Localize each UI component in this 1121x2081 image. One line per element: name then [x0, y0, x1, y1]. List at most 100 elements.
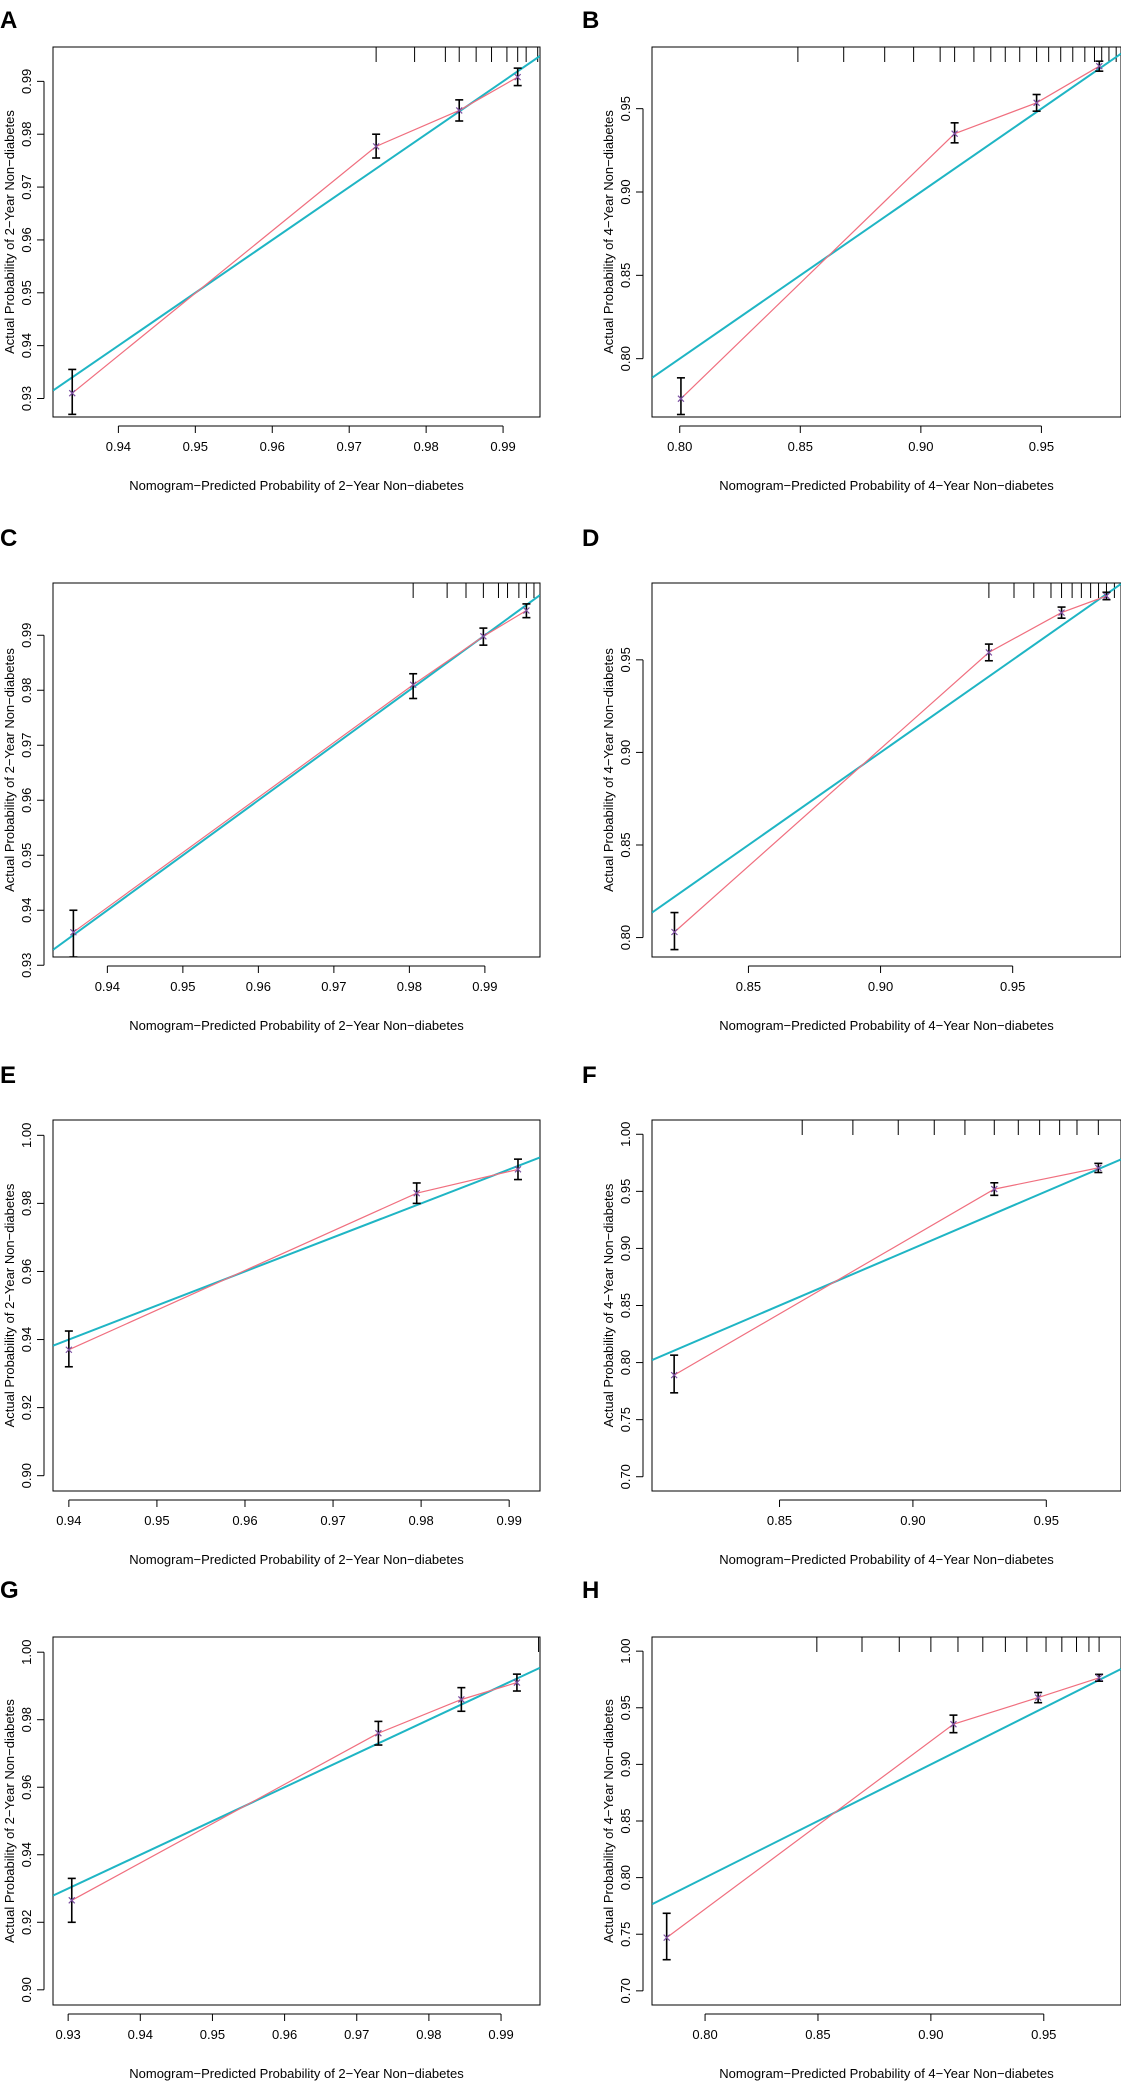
rug-ticks — [797, 47, 1117, 62]
y-tick-label: 1.00 — [19, 1640, 34, 1665]
data-point — [69, 928, 77, 936]
x-tick-label: 0.95 — [200, 2027, 225, 2042]
point-marker-stroke — [522, 607, 530, 614]
plot-content — [652, 52, 1121, 416]
data-point — [513, 1679, 521, 1687]
x-tick-label: 0.99 — [497, 1513, 522, 1528]
x-axis: 0.93 0.94 0.95 0.96 0.97 0.98 0.99 Nomogram−Pre… — [55, 2013, 514, 2081]
ideal-calibration-line — [53, 1666, 540, 1897]
x-tick-label: 0.95 — [1029, 439, 1054, 454]
data-point — [457, 1696, 465, 1703]
x-tick-label: 0.95 — [1034, 1513, 1059, 1528]
y-tick-label: 0.95 — [618, 1695, 633, 1720]
plot-frame — [52, 46, 541, 418]
point-marker-stroke — [677, 395, 685, 403]
x-tick-label: 0.99 — [490, 439, 515, 454]
y-tick-label: 0.85 — [618, 1293, 633, 1318]
y-tick-label: 0.93 — [19, 953, 34, 978]
calibration-panel-b: B 0.80 0.85 0.90 0.95 Nomogram−Predicted Prob… — [582, 7, 1121, 493]
y-tick-label: 0.92 — [19, 1910, 34, 1935]
y-tick-label: 0.96 — [19, 227, 34, 252]
y-tick-label: 0.80 — [618, 925, 633, 950]
x-axis: 0.85 0.90 0.95 Nomogram−Predicted Probabili… — [719, 965, 1054, 1033]
point-marker-stroke — [69, 928, 77, 936]
observed-calibration-line — [673, 1167, 1099, 1376]
data-point — [522, 607, 530, 614]
y-tick-label: 0.95 — [618, 1179, 633, 1204]
y-axis-title: Actual Probability of 4−Year Non−diabete… — [601, 1183, 616, 1427]
data-point — [455, 107, 463, 114]
x-axis-title: Nomogram−Predicted Probability of 2−Year… — [129, 478, 464, 493]
point-marker-stroke — [68, 1896, 76, 1904]
x-tick-label: 0.90 — [918, 2027, 943, 2042]
point-marker-stroke — [65, 1346, 73, 1354]
error-bar — [409, 672, 418, 700]
point-marker-stroke — [1095, 1674, 1103, 1682]
data-point — [68, 1896, 76, 1904]
error-bar — [64, 1330, 73, 1368]
ideal-calibration-line — [652, 1158, 1121, 1361]
x-tick-label: 0.94 — [56, 1513, 81, 1528]
panel-letter: E — [0, 1062, 16, 1089]
error-bar — [670, 911, 679, 951]
plot-content — [652, 1668, 1121, 1961]
point-marker-stroke — [413, 1189, 421, 1197]
data-point — [677, 395, 685, 403]
y-tick-label: 0.97 — [19, 174, 34, 199]
data-point — [1095, 1674, 1103, 1682]
data-point — [409, 681, 417, 689]
rug-ticks — [988, 583, 1115, 598]
rug-ticks — [816, 1637, 1100, 1652]
y-axis: 0.70 0.75 0.80 0.85 0.90 0.95 1.00 Actual Proba… — [601, 1638, 644, 2004]
data-point — [1094, 1164, 1102, 1172]
x-axis: 0.94 0.95 0.96 0.97 0.98 0.99 Nomogram−Predict… — [56, 1499, 522, 1567]
y-axis-title: Actual Probability of 2−Year Non−diabete… — [2, 1699, 17, 1943]
point-marker-stroke — [951, 130, 959, 138]
data-point — [1058, 609, 1065, 617]
x-tick-label: 0.95 — [183, 439, 208, 454]
point-marker-stroke — [409, 681, 417, 689]
y-tick-label: 0.95 — [19, 280, 34, 305]
calibration-panel-h: H 0.80 0.85 0.90 0.95 Nomogram−Predicted Prob… — [582, 1577, 1121, 2081]
x-axis: 0.94 0.95 0.96 0.97 0.98 0.99 Nomogram−Predict… — [95, 965, 498, 1033]
x-tick-label: 0.96 — [260, 439, 285, 454]
error-bar — [662, 1912, 671, 1961]
x-tick-label: 0.96 — [232, 1513, 257, 1528]
y-tick-label: 0.98 — [19, 122, 34, 147]
point-marker-stroke — [1034, 1694, 1042, 1702]
y-axis-title: Actual Probability of 4−Year Non−diabete… — [601, 110, 616, 354]
y-axis-title: Actual Probability of 2−Year Non−diabete… — [2, 648, 17, 892]
data-point — [479, 632, 487, 640]
point-marker-stroke — [514, 1165, 522, 1173]
point-marker-stroke — [1033, 99, 1041, 107]
y-tick-label: 0.90 — [618, 740, 633, 765]
data-point — [950, 1720, 957, 1728]
y-tick-label: 0.93 — [19, 386, 34, 411]
ideal-calibration-line — [652, 52, 1121, 379]
data-point — [413, 1189, 421, 1197]
x-tick-label: 0.99 — [472, 979, 497, 994]
data-point — [671, 928, 678, 936]
y-tick-label: 0.90 — [618, 1236, 633, 1261]
point-marker-stroke — [1103, 592, 1110, 600]
y-tick-label: 0.98 — [19, 678, 34, 703]
calibration-panel-a: A 0.94 0.95 0.96 0.97 0.98 0.99 Nomogram−Predic… — [0, 7, 541, 493]
point-marker-stroke — [479, 632, 487, 640]
y-tick-label: 0.99 — [19, 623, 34, 648]
x-tick-label: 0.97 — [320, 1513, 345, 1528]
point-marker-stroke — [372, 142, 380, 150]
y-tick-label: 0.85 — [618, 832, 633, 857]
plot-content — [652, 583, 1121, 951]
data-point — [1103, 592, 1110, 600]
y-tick-label: 0.98 — [19, 1707, 34, 1732]
y-tick-label: 0.80 — [618, 346, 633, 371]
point-marker-stroke — [455, 107, 463, 114]
y-axis-title: Actual Probability of 4−Year Non−diabete… — [601, 648, 616, 892]
point-marker-stroke — [990, 1185, 998, 1193]
y-tick-label: 1.00 — [618, 1638, 633, 1663]
x-tick-label: 0.96 — [246, 979, 271, 994]
